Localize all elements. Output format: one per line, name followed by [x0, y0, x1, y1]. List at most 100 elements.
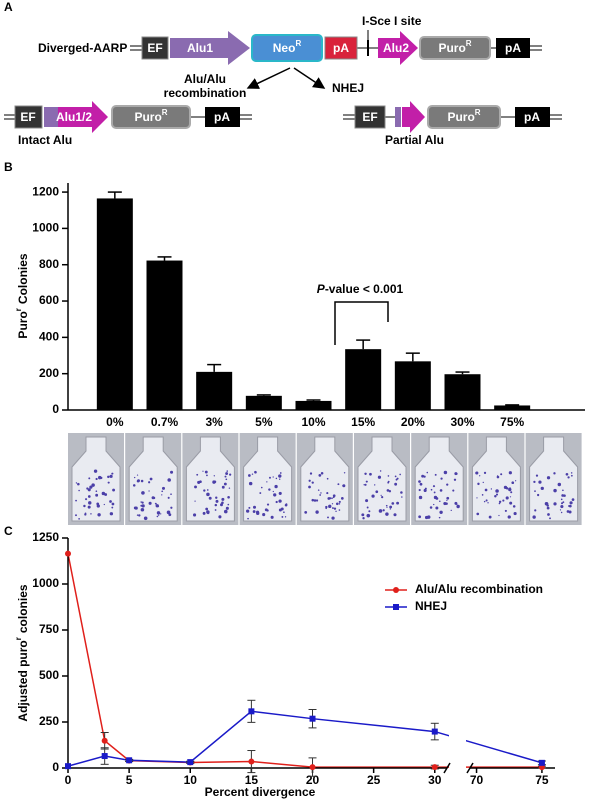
flask: [414, 436, 464, 522]
colony: [560, 504, 564, 509]
x-tick-label: 30%: [450, 415, 474, 429]
branch-label: NHEJ: [332, 81, 364, 95]
colony: [87, 505, 91, 509]
colony: [315, 499, 319, 502]
colony: [315, 510, 319, 514]
bar: [295, 400, 332, 410]
alu-part: [395, 107, 401, 127]
colony: [500, 473, 503, 476]
alu1-arrow: [170, 31, 250, 65]
colony: [328, 504, 332, 509]
colony: [311, 481, 314, 484]
colony: [148, 501, 152, 505]
colony: [381, 495, 384, 499]
colony: [570, 472, 573, 474]
colony: [487, 502, 489, 504]
colony: [225, 472, 229, 475]
colony: [446, 496, 450, 500]
colony: [387, 475, 390, 477]
colony: [228, 487, 231, 489]
colony: [320, 471, 324, 475]
colony: [152, 496, 156, 500]
puro-box: [419, 36, 491, 60]
puro-sup: R: [466, 39, 472, 48]
alu-part: [44, 107, 58, 127]
colony: [498, 514, 500, 517]
colony: [538, 480, 542, 484]
colony: [363, 484, 365, 486]
colony: [278, 474, 282, 478]
colony: [104, 493, 108, 496]
branch-arrow: [293, 67, 326, 89]
bar: [394, 361, 431, 410]
colony: [418, 495, 423, 500]
colony: [311, 498, 315, 502]
x-tick-label: 15%: [351, 415, 375, 429]
colony: [141, 501, 144, 504]
colony: [75, 482, 78, 484]
colony: [214, 509, 217, 511]
colony: [194, 485, 197, 489]
puro-text: Puro: [438, 41, 465, 55]
colony: [395, 478, 398, 481]
colony: [394, 475, 397, 478]
colony: [456, 504, 460, 509]
colony: [567, 476, 570, 479]
colony: [439, 489, 443, 492]
colony: [283, 511, 285, 514]
colony: [477, 482, 480, 486]
colony: [278, 491, 282, 495]
colony: [475, 471, 479, 475]
colony: [111, 472, 114, 475]
colony: [206, 474, 208, 477]
colony: [140, 507, 145, 512]
colony: [385, 504, 388, 507]
colony: [325, 507, 328, 510]
colony: [495, 489, 499, 493]
y-tick-label: 1200: [32, 184, 59, 198]
colony: [274, 484, 278, 489]
colony: [342, 484, 346, 488]
flask: [128, 436, 178, 522]
colony: [375, 490, 379, 494]
colony: [227, 495, 230, 499]
x-tick-label: 75: [535, 773, 549, 787]
colony: [391, 502, 395, 505]
colony: [509, 496, 512, 498]
colony: [343, 472, 346, 474]
colony: [423, 488, 427, 493]
colony: [490, 488, 493, 490]
colony: [170, 506, 173, 509]
construct-top: [130, 30, 542, 56]
legend-marker: [393, 587, 399, 593]
colony: [434, 473, 437, 476]
x-tick-label: 5%: [255, 415, 273, 429]
colony: [513, 511, 517, 516]
colony: [320, 492, 322, 494]
colony: [143, 516, 148, 521]
colony: [364, 483, 367, 486]
point: [538, 759, 545, 766]
colony: [206, 492, 210, 497]
colony: [483, 471, 487, 475]
y-tick-label: 250: [39, 714, 59, 728]
site-label: I-Sce I site: [362, 14, 422, 28]
neo-box: [251, 34, 323, 62]
x-tick-label: 5: [126, 773, 133, 787]
pa-box: [205, 107, 240, 127]
series-line: [67, 553, 542, 768]
colony: [154, 502, 157, 505]
point: [248, 708, 255, 715]
y-tick-label: 1000: [32, 221, 59, 235]
colony: [215, 496, 218, 499]
colony: [221, 485, 225, 489]
colony: [101, 491, 106, 496]
pa-label: pA: [214, 110, 230, 124]
colony: [560, 502, 564, 505]
colony: [452, 489, 455, 492]
colony: [337, 483, 340, 486]
annotation-text: -value < 0.001: [325, 282, 404, 296]
colony: [366, 506, 369, 509]
colony: [251, 473, 254, 475]
y-axis-title-text: Adjusted puro: [16, 640, 30, 721]
